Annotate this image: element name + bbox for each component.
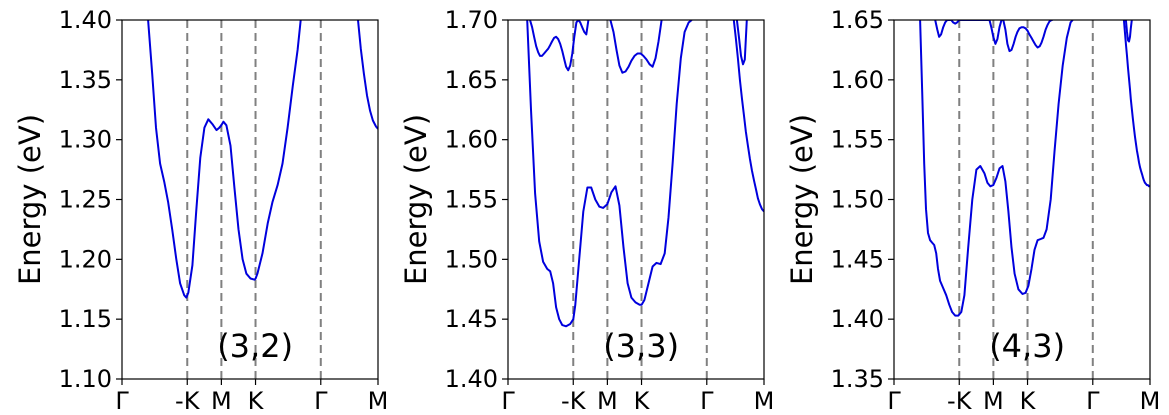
band-line xyxy=(147,20,302,299)
band-panel-2: 1.401.451.501.551.601.651.70Γ -K M K Γ MEnerg… xyxy=(399,6,774,415)
y-tick-label: 1.65 xyxy=(831,6,884,34)
band-curves xyxy=(919,20,1150,317)
band-line xyxy=(357,20,378,130)
y-axis-label: Energy (eV) xyxy=(13,114,47,285)
y-tick-label: 1.20 xyxy=(59,245,112,273)
y-tick-label: 1.55 xyxy=(445,186,498,214)
band-line xyxy=(1124,20,1133,43)
y-tick-label: 1.35 xyxy=(831,365,884,393)
x-tick-label: M xyxy=(983,387,1004,415)
x-tick-label: K xyxy=(1020,387,1037,415)
x-tick-label: Γ xyxy=(314,387,328,415)
x-tick-label: K xyxy=(248,387,265,415)
y-tick-label: 1.35 xyxy=(59,66,112,94)
x-tick-label: M xyxy=(1140,387,1161,415)
band-line xyxy=(735,20,748,66)
y-tick-label: 1.40 xyxy=(445,365,498,393)
x-tick-label: M xyxy=(211,387,232,415)
x-tick-label: -K xyxy=(175,387,201,415)
x-tick-label: Γ xyxy=(115,387,129,415)
band-curves xyxy=(147,20,378,299)
band-line xyxy=(934,20,990,38)
band-panel-3: 1.351.401.451.501.551.601.65Γ -K M K Γ MEnerg… xyxy=(785,6,1160,415)
panel-annotation: (3,3) xyxy=(603,327,679,365)
band-curves xyxy=(526,20,764,328)
y-tick-label: 1.50 xyxy=(831,186,884,214)
band-line xyxy=(529,20,590,72)
band-line xyxy=(919,20,1074,317)
band-line xyxy=(732,20,764,213)
axes-frame xyxy=(893,19,1151,380)
axes-frame xyxy=(507,19,765,380)
x-tick-label: Γ xyxy=(700,387,714,415)
band-line xyxy=(526,20,693,328)
y-tick-label: 1.25 xyxy=(59,186,112,214)
y-tick-label: 1.45 xyxy=(445,305,498,333)
y-tick-label: 1.60 xyxy=(445,126,498,154)
panel-annotation: (4,3) xyxy=(989,327,1065,365)
x-tick-label: K xyxy=(634,387,651,415)
y-axis-label: Energy (eV) xyxy=(399,114,433,285)
y-tick-label: 1.10 xyxy=(59,365,112,393)
y-tick-label: 1.40 xyxy=(831,305,884,333)
x-tick-label: M xyxy=(754,387,775,415)
y-tick-label: 1.65 xyxy=(445,66,498,94)
y-tick-label: 1.60 xyxy=(831,66,884,94)
y-tick-label: 1.15 xyxy=(59,305,112,333)
x-tick-label: M xyxy=(368,387,389,415)
x-tick-label: Γ xyxy=(887,387,901,415)
y-tick-label: 1.45 xyxy=(831,245,884,273)
y-tick-label: 1.50 xyxy=(445,245,498,273)
band-panel-1: 1.101.151.201.251.301.351.40Γ -K M K Γ MEnerg… xyxy=(13,6,388,415)
x-tick-label: Γ xyxy=(501,387,515,415)
band-line xyxy=(1122,20,1150,188)
y-tick-label: 1.70 xyxy=(445,6,498,34)
band-line xyxy=(988,20,1053,53)
x-tick-label: Γ xyxy=(1086,387,1100,415)
y-tick-label: 1.55 xyxy=(831,126,884,154)
panel-annotation: (3,2) xyxy=(217,327,293,365)
band-line xyxy=(609,20,663,74)
x-tick-label: -K xyxy=(561,387,587,415)
x-tick-label: -K xyxy=(947,387,973,415)
y-axis-label: Energy (eV) xyxy=(785,114,819,285)
y-tick-label: 1.30 xyxy=(59,126,112,154)
axes-frame xyxy=(121,19,379,380)
y-tick-label: 1.40 xyxy=(59,6,112,34)
x-tick-label: M xyxy=(597,387,618,415)
